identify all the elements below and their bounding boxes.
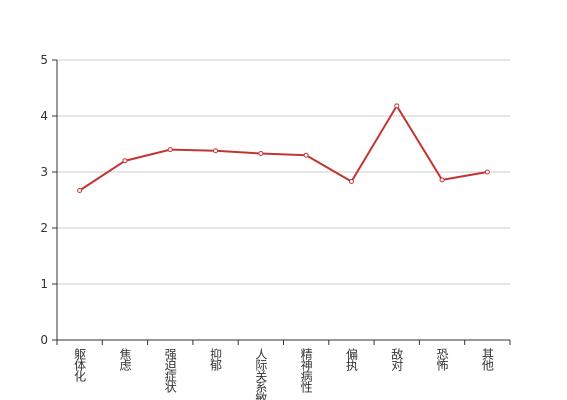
x-tick-label: 偏执 xyxy=(344,347,358,372)
x-tick-label: 强迫症状 xyxy=(163,348,177,393)
x-tick-label: 躯体化 xyxy=(73,347,87,383)
y-tick-label: 0 xyxy=(40,333,48,347)
point xyxy=(394,103,400,109)
point xyxy=(484,169,490,175)
point xyxy=(213,148,219,154)
point xyxy=(167,147,173,153)
point xyxy=(77,187,83,193)
point xyxy=(258,151,264,157)
y-tick-label: 1 xyxy=(40,277,48,291)
x-tick-label: 敌对 xyxy=(390,347,404,371)
point xyxy=(439,177,445,183)
y-tick-label: 5 xyxy=(40,53,48,67)
point xyxy=(122,158,128,164)
x-tick-label: 精神病性 xyxy=(299,348,313,394)
x-tick-label: 恐怖 xyxy=(435,348,449,371)
x-tick-label: 其他 xyxy=(480,348,494,371)
y-tick-label: 3 xyxy=(40,165,48,179)
x-tick-label: 人际关系敏感 xyxy=(254,348,268,400)
y-tick-label: 4 xyxy=(40,109,48,123)
x-tick-label: 焦虑 xyxy=(118,348,132,371)
x-tick-label: 抑郁 xyxy=(209,347,223,372)
line xyxy=(79,103,488,192)
point xyxy=(348,179,354,185)
point xyxy=(303,152,309,158)
y-tick-label: 2 xyxy=(40,221,48,235)
